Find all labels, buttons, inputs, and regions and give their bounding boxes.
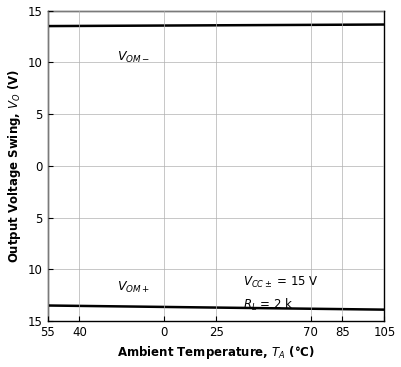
Text: $V_{CC\pm}$ = 15 V
$R_L$ = 2 k: $V_{CC\pm}$ = 15 V $R_L$ = 2 k xyxy=(243,275,319,313)
Text: $V_{OM-}$: $V_{OM-}$ xyxy=(117,50,150,65)
Y-axis label: Output Voltage Swing, $V_O$ (V): Output Voltage Swing, $V_O$ (V) xyxy=(6,69,22,263)
X-axis label: Ambient Temperature, $T_A$ (°C): Ambient Temperature, $T_A$ (°C) xyxy=(117,345,315,361)
Text: $V_{OM+}$: $V_{OM+}$ xyxy=(117,280,150,295)
